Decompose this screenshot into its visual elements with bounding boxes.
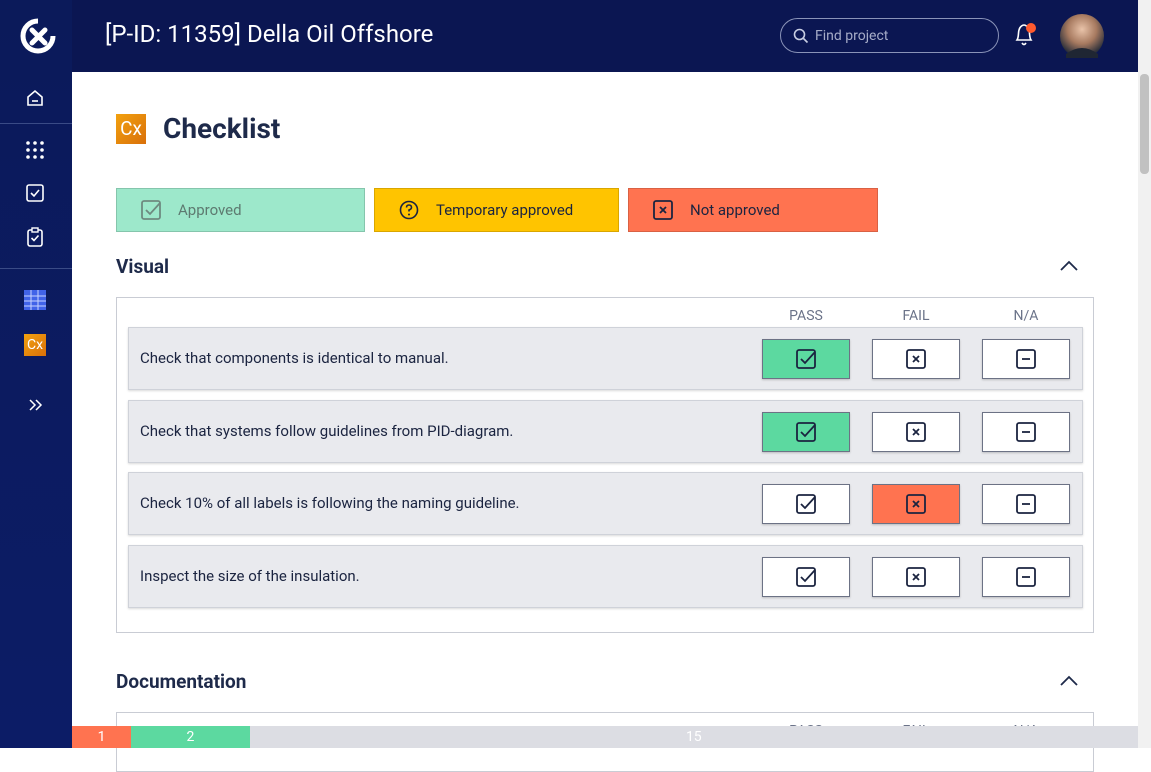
minus-icon: [1016, 566, 1036, 587]
legend-label: Approved: [178, 201, 242, 219]
divider: [0, 268, 72, 269]
logo[interactable]: [20, 18, 56, 54]
page-icon: Cx: [116, 114, 146, 144]
column-header: PASS: [789, 308, 823, 324]
column-header: FAIL: [902, 308, 930, 324]
choice-button[interactable]: [982, 411, 1070, 452]
apps-icon[interactable]: [25, 140, 45, 160]
progress-segment: 15: [249, 726, 1138, 748]
choice-button[interactable]: [982, 484, 1070, 524]
minus-icon: [1016, 349, 1036, 369]
page-title: Checklist: [163, 112, 281, 145]
scrollbar-thumb[interactable]: [1140, 74, 1149, 174]
choice-button[interactable]: [762, 484, 850, 524]
choice-button[interactable]: [982, 339, 1070, 379]
cx-app-icon[interactable]: Cx: [24, 334, 46, 356]
search-icon: [793, 28, 809, 44]
progress-segment: 1: [72, 726, 132, 748]
avatar[interactable]: [1060, 14, 1104, 58]
scrollbar[interactable]: [1138, 0, 1151, 748]
cross-icon: [906, 494, 926, 514]
choice-button[interactable]: [982, 556, 1070, 597]
progress-segment: 2: [131, 726, 250, 748]
search-box[interactable]: Find project: [780, 18, 999, 53]
choice-button[interactable]: [762, 339, 850, 379]
section-title: Visual: [116, 255, 170, 278]
expand-icon[interactable]: [27, 397, 43, 413]
notifications[interactable]: [1012, 20, 1040, 50]
collapse-toggle[interactable]: [1059, 259, 1079, 273]
choice-button[interactable]: [872, 484, 960, 524]
search-placeholder: Find project: [815, 28, 889, 44]
row-text: Inspect the size of the insulation.: [140, 566, 360, 585]
choice-button[interactable]: [872, 339, 960, 379]
top-bar: [72, 0, 1138, 72]
status-legend[interactable]: Approved: [116, 188, 365, 232]
collapse-toggle[interactable]: [1059, 674, 1079, 688]
home-icon[interactable]: [25, 88, 45, 108]
row-text: Check that components is identical to ma…: [140, 349, 449, 367]
choice-button[interactable]: [872, 556, 960, 597]
choice-button[interactable]: [762, 556, 850, 597]
choice-button[interactable]: [872, 411, 960, 452]
clipboard-icon[interactable]: [25, 226, 45, 248]
minus-icon: [1016, 421, 1036, 442]
cross-icon: [653, 200, 673, 220]
column-header: N/A: [1013, 308, 1039, 324]
choice-button[interactable]: [762, 411, 850, 452]
check-icon: [796, 494, 816, 514]
check-icon: [796, 421, 816, 442]
row-text: Check that systems follow guidelines fro…: [140, 421, 514, 440]
check-icon: [796, 349, 816, 369]
cross-icon: [906, 566, 926, 587]
project-title: [P-ID: 11359] Della Oil Offshore: [105, 20, 434, 48]
divider: [0, 123, 72, 124]
row-text: Check 10% of all labels is following the…: [140, 494, 520, 512]
check-icon: [796, 566, 816, 587]
cross-icon: [906, 421, 926, 442]
section-title: Documentation: [116, 670, 247, 693]
question-icon: [399, 200, 419, 220]
legend-label: Not approved: [690, 201, 780, 219]
legend-label: Temporary approved: [436, 201, 574, 219]
cross-icon: [906, 349, 926, 369]
minus-icon: [1016, 494, 1036, 514]
tasks-icon[interactable]: [25, 183, 45, 203]
table-icon[interactable]: [24, 290, 46, 310]
status-legend[interactable]: Temporary approved: [374, 188, 619, 232]
check-icon: [141, 200, 161, 220]
sidebar: Cx: [0, 0, 72, 748]
status-legend[interactable]: Not approved: [628, 188, 878, 232]
